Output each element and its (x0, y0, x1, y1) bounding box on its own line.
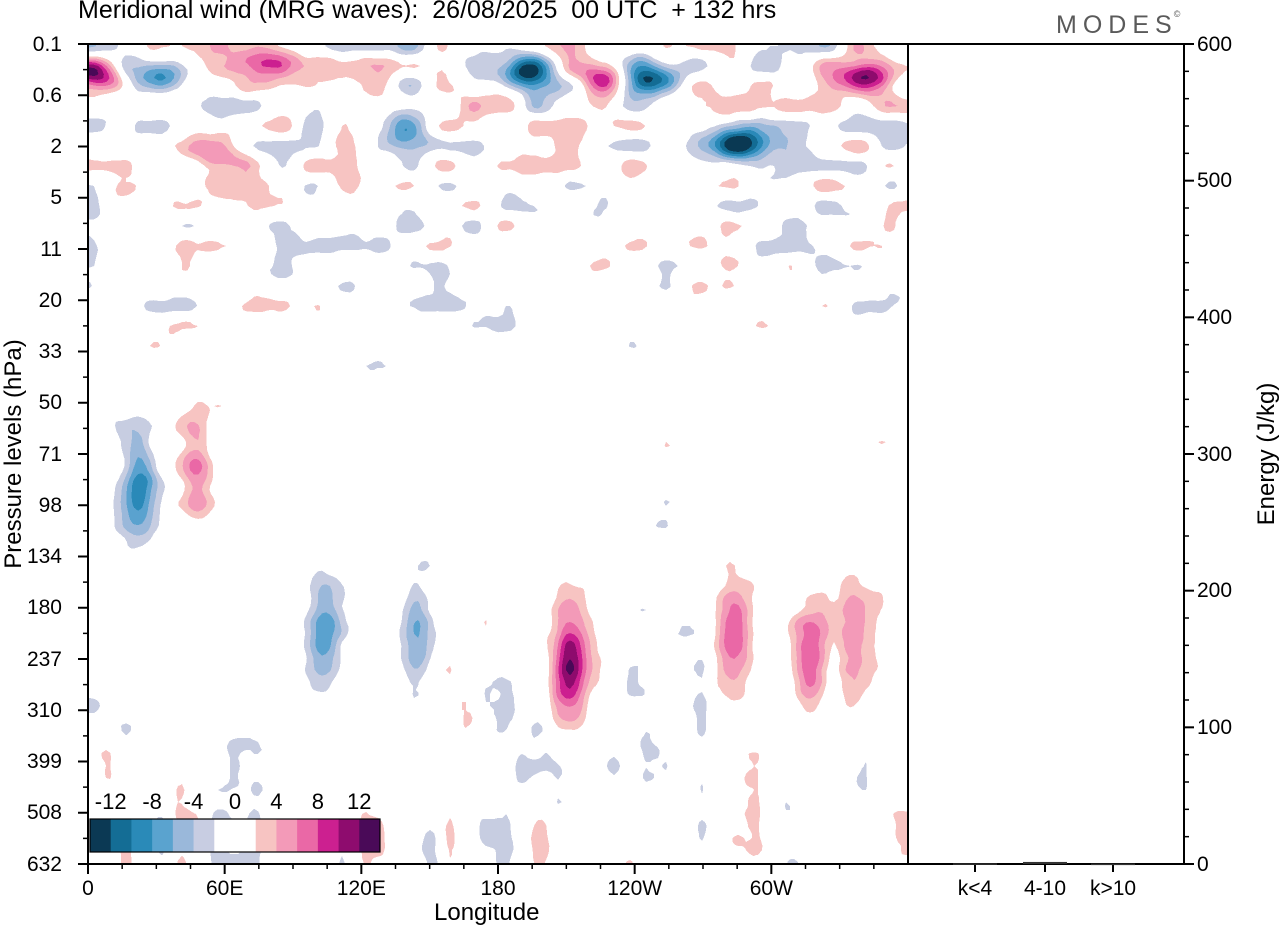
colorbar-swatch (214, 819, 236, 852)
colorbar-swatch (193, 819, 215, 852)
energy-category-label: 4-10 (1023, 877, 1067, 900)
energy-tick-label: 500 (1197, 169, 1233, 193)
y-tick-label: 71 (38, 442, 62, 466)
x-tick-label: 120E (336, 877, 386, 900)
y-tick-label: 2 (50, 135, 62, 158)
colorbar-swatch (131, 819, 153, 852)
colorbar-swatch (172, 819, 194, 852)
colorbar-tick-label: -4 (183, 789, 204, 814)
y-tick-label: 50 (38, 391, 62, 415)
y-tick-label: 0.6 (32, 83, 62, 107)
x-tick-label: 180 (480, 877, 516, 900)
colorbar-tick-label: -12 (94, 789, 127, 814)
y-tick-label: 310 (26, 698, 62, 722)
y-tick-label: 508 (26, 801, 62, 825)
colorbar-tick-label: 12 (347, 789, 372, 814)
y-tick-label: 11 (40, 237, 62, 261)
energy-tick-label: 400 (1197, 305, 1233, 329)
y-tick-label: 5 (50, 186, 62, 210)
energy-bar (953, 863, 997, 865)
y-tick-label: 237 (26, 647, 62, 671)
y-tick-label: 180 (26, 596, 62, 620)
colorbar-swatch (235, 819, 257, 852)
colorbar-frame (89, 818, 381, 853)
colorbar-swatch (152, 819, 174, 852)
x-tick-label: 60E (205, 877, 244, 900)
x-tick-label: 60W (749, 877, 793, 900)
x-tick-label: 0 (82, 877, 94, 900)
energy-axis-label: Energy (J/kg) (1253, 382, 1280, 526)
y-tick-label: 399 (26, 750, 62, 773)
y-tick-label: 134 (26, 545, 62, 568)
x-axis-label: Longitude (434, 899, 540, 926)
chart-title: Meridional wind (MRG waves): 26/08/2025 … (78, 0, 777, 24)
energy-frame (907, 43, 1185, 865)
colorbar-tick-label: 0 (228, 789, 242, 814)
colorbar-tick-label: 8 (311, 789, 324, 814)
energy-tick-label: 100 (1197, 715, 1233, 739)
x-tick-label: 120W (607, 877, 663, 900)
colorbar (89, 818, 381, 853)
colorbar-swatch (317, 819, 339, 852)
y-tick-label: 20 (38, 288, 62, 312)
y-tick-label: 33 (38, 340, 62, 363)
energy-bar (1023, 861, 1067, 864)
colorbar-swatch (297, 819, 319, 852)
colorbar-swatch (110, 819, 132, 852)
energy-tick-label: 0 (1197, 852, 1209, 876)
colorbar-tick-label: -8 (142, 789, 162, 814)
y-tick-label: 98 (38, 493, 62, 517)
energy-category-label: k>10 (1089, 877, 1137, 900)
colorbar-swatch (90, 819, 112, 852)
colorbar-swatch (276, 819, 298, 852)
y-tick-label: 0.1 (32, 32, 62, 56)
energy-tick-label: 600 (1197, 32, 1233, 56)
energy-tick-label: 200 (1197, 579, 1233, 603)
modes-logo: MODES© (1056, 9, 1180, 40)
logo-mark: © (1173, 9, 1181, 19)
colorbar-swatch (255, 819, 277, 852)
energy-tick-label: 300 (1197, 442, 1233, 466)
energy-bar (1091, 863, 1135, 866)
colorbar-swatch (338, 819, 360, 852)
y-tick-label: 632 (26, 852, 62, 876)
y-axis-label: Pressure levels (hPa) (0, 339, 27, 569)
wind-field-heatmap (88, 44, 908, 864)
energy-category-label: k<4 (957, 877, 993, 900)
colorbar-tick-label: 4 (270, 789, 283, 814)
colorbar-swatch (359, 819, 381, 852)
energy-bars (953, 861, 1135, 872)
logo-text: MODES (1056, 11, 1178, 39)
